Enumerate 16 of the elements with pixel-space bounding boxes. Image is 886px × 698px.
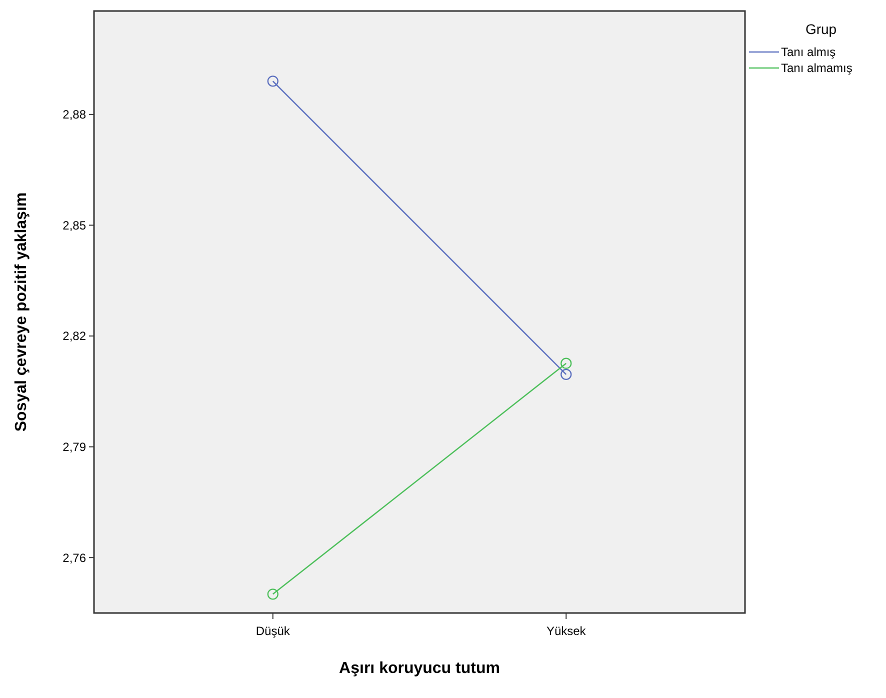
point — [267, 76, 278, 87]
point — [267, 588, 278, 600]
legend-title: Grup — [805, 21, 837, 37]
y-tick-label: 2,79 — [62, 440, 86, 454]
point — [560, 368, 572, 380]
y-tick-label: 2,82 — [62, 329, 86, 344]
legend-label: Tanı almamış — [781, 61, 852, 76]
point — [560, 358, 572, 369]
x-tick-label: Düşük — [256, 624, 291, 638]
y-axis-title: Sosyal çevreye pozitif yaklaşım — [13, 192, 30, 432]
y-tick-label: 2,88 — [62, 108, 86, 122]
legend-label: Tanı almış — [781, 45, 836, 60]
y-tick-label: 2,85 — [62, 218, 86, 232]
x-tick-label: Yüksek — [546, 624, 587, 638]
y-tick-label: 2,76 — [62, 550, 86, 565]
x-axis-title: Aşırı koruyucu tutum — [339, 660, 500, 677]
